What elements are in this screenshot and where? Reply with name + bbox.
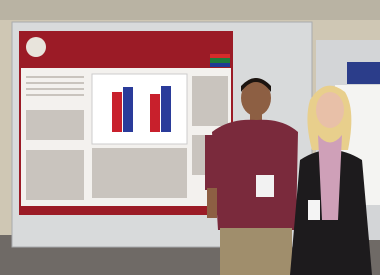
shirt (212, 120, 298, 230)
trousers (220, 228, 292, 275)
next-poster-header (347, 62, 380, 84)
text-line (26, 88, 84, 90)
text-block (92, 148, 187, 198)
text-block (192, 76, 228, 126)
text-block (26, 150, 84, 200)
flag-stripe (210, 63, 230, 67)
poster-bar (123, 87, 133, 132)
head (316, 92, 344, 128)
arm (205, 135, 219, 190)
flag-stripe (210, 54, 230, 58)
scarf (318, 135, 342, 220)
photo (0, 0, 380, 275)
poster-footer (20, 206, 232, 214)
page (0, 0, 380, 275)
badge (256, 175, 274, 197)
poster-bar (112, 92, 122, 132)
badge (308, 200, 320, 220)
poster-bar (150, 94, 160, 132)
poster-chart (92, 74, 187, 144)
poster-bar (161, 86, 171, 132)
ceiling-band (0, 0, 380, 20)
text-line (26, 82, 84, 84)
text-line (26, 94, 84, 96)
text-line (26, 76, 84, 78)
forearm (207, 188, 217, 218)
poster-header (20, 32, 232, 68)
text-block (26, 110, 84, 140)
poster-logo (26, 37, 46, 57)
